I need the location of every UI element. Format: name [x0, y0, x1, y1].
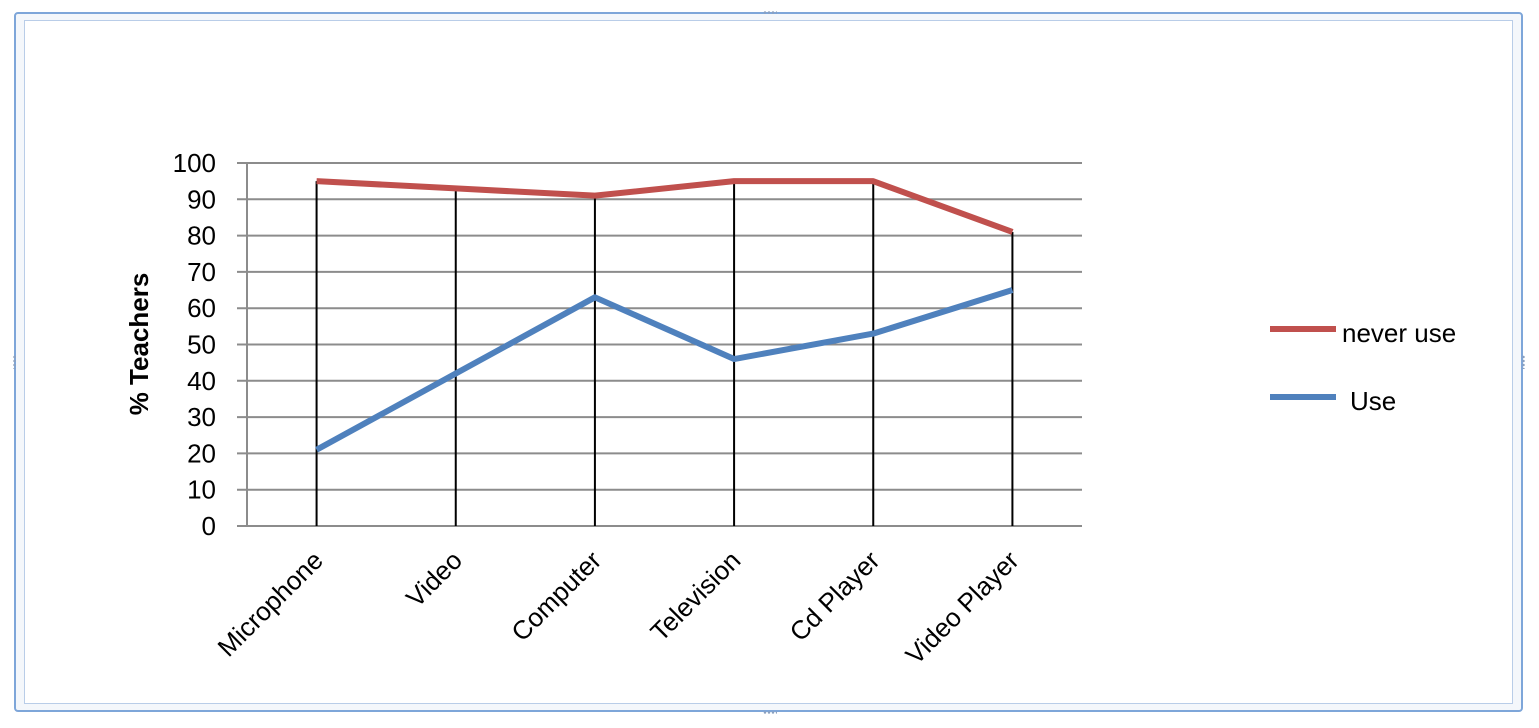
series-lines [315, 178, 1014, 453]
x-tick-label: Video Player [900, 545, 1025, 670]
x-tick-label: Cd Player [784, 545, 886, 647]
chart-area [24, 20, 1513, 704]
y-tick-label: 90 [187, 184, 216, 214]
y-tick-label: 80 [187, 221, 216, 251]
x-axis-ticks: Microphone Video Computer Television Cd Play… [212, 545, 1025, 670]
series-line-0[interactable] [316, 178, 1014, 235]
gridlines [237, 162, 1082, 527]
resize-handle-right[interactable] [1521, 355, 1526, 369]
x-tick-label: Microphone [212, 545, 329, 662]
x-tick-label: Computer [505, 545, 607, 647]
legend[interactable]: never use Use [1270, 318, 1456, 416]
resize-handle-left[interactable] [12, 355, 17, 369]
x-tick-label: Video [400, 545, 468, 613]
legend-label: Use [1350, 386, 1396, 416]
y-axis-label: % Teachers [124, 273, 154, 416]
y-axis-ticks: 0 10 20 30 40 50 60 70 80 90 100 [173, 148, 216, 541]
y-tick-label: 100 [173, 148, 216, 178]
y-tick-label: 60 [187, 293, 216, 323]
y-tick-label: 30 [187, 402, 216, 432]
y-tick-label: 40 [187, 366, 216, 396]
legend-label: never use [1342, 318, 1456, 348]
y-tick-label: 50 [187, 330, 216, 360]
y-tick-label: 10 [187, 475, 216, 505]
high-low-lines [315, 181, 1014, 526]
y-tick-label: 0 [202, 511, 216, 541]
resize-handle-bottom[interactable] [763, 710, 777, 715]
x-tick-label: Television [644, 545, 746, 647]
series-line-1[interactable] [315, 287, 1014, 453]
y-tick-label: 70 [187, 257, 216, 287]
y-tick-label: 20 [187, 438, 216, 468]
resize-handle-top[interactable] [763, 10, 777, 15]
chart-frame[interactable] [14, 12, 1523, 712]
